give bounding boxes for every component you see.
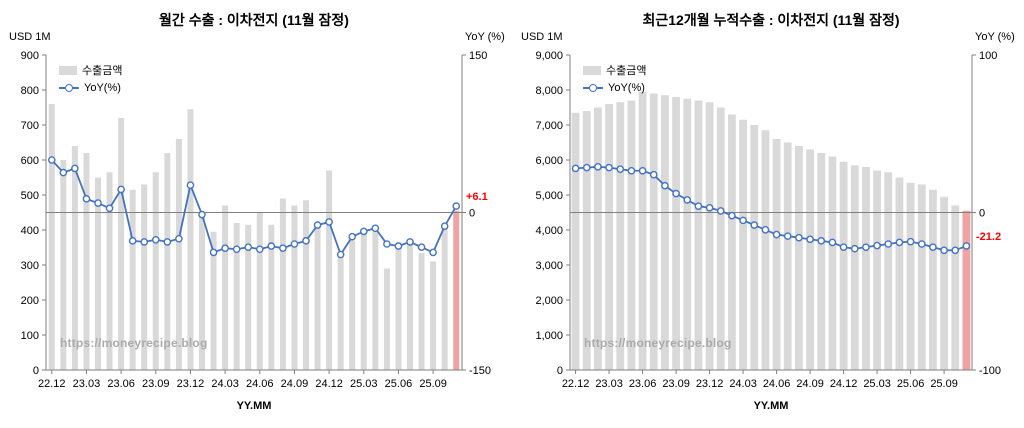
svg-text:22.12: 22.12 [38, 378, 66, 390]
left-axis-unit: USD 1M [521, 31, 563, 43]
svg-text:24.03: 24.03 [729, 378, 757, 390]
svg-text:23.12: 23.12 [696, 378, 724, 390]
bar-legend-swatch [59, 65, 77, 75]
yoy-annotation: -21.2 [976, 230, 1002, 243]
svg-text:8,000: 8,000 [535, 85, 563, 97]
svg-text:100: 100 [979, 50, 997, 62]
line-legend-swatch [59, 84, 79, 93]
chart-title: 최근12개월 누적수출 : 이차전지 (11월 잠정) [642, 12, 900, 28]
bar-legend-label: 수출금액 [82, 65, 123, 77]
svg-text:24.09: 24.09 [796, 378, 824, 390]
svg-text:0: 0 [33, 365, 39, 377]
svg-text:0: 0 [469, 208, 475, 220]
monthly-export-chart-panel: 0 100 200 300 400 500 600 700 800 900 150 0 -150 22.1… [9, 12, 505, 412]
svg-text:25.09: 25.09 [930, 378, 958, 390]
svg-text:24.09: 24.09 [281, 378, 309, 390]
svg-text:900: 900 [21, 50, 39, 62]
svg-text:25.06: 25.06 [385, 378, 413, 390]
svg-text:1,000: 1,000 [535, 330, 563, 342]
svg-text:-100: -100 [979, 365, 1001, 377]
chart-title: 월간 수출 : 이차전지 (11월 잠정) [159, 12, 349, 28]
cumulative-export-chart: 0 1,000 2,000 3,000 4,000 5,000 6,000 7,000 8,00… [535, 50, 1001, 390]
svg-text:100: 100 [21, 330, 39, 342]
chart-legend: 수출금액 YoY(%) [59, 62, 122, 94]
svg-text:400: 400 [21, 225, 39, 237]
svg-text:25.09: 25.09 [419, 378, 447, 390]
svg-text:23.06: 23.06 [629, 378, 657, 390]
line-legend-swatch [583, 84, 603, 93]
line-legend-label: YoY(%) [84, 82, 121, 94]
left-axis-unit: USD 1M [9, 31, 51, 43]
legend-item-yoy: YoY(%) [59, 82, 122, 94]
svg-text:23.12: 23.12 [177, 378, 205, 390]
svg-text:24.06: 24.06 [763, 378, 791, 390]
svg-text:23.06: 23.06 [107, 378, 135, 390]
svg-text:700: 700 [21, 120, 39, 132]
svg-text:24.06: 24.06 [246, 378, 274, 390]
svg-text:9,000: 9,000 [535, 50, 563, 62]
chart-legend: 수출금액 YoY(%) [583, 62, 646, 94]
yoy-annotation: +6.1 [466, 191, 488, 204]
x-axis-label: YY.MM [236, 400, 272, 412]
line-legend-label: YoY(%) [608, 82, 645, 94]
svg-text:5,000: 5,000 [535, 190, 563, 202]
svg-text:0: 0 [557, 365, 563, 377]
svg-text:150: 150 [469, 50, 487, 62]
svg-text:24.03: 24.03 [211, 378, 239, 390]
svg-text:500: 500 [21, 190, 39, 202]
svg-text:25.03: 25.03 [350, 378, 378, 390]
svg-text:4,000: 4,000 [535, 225, 563, 237]
legend-item-yoy: YoY(%) [583, 82, 646, 94]
svg-text:23.03: 23.03 [595, 378, 623, 390]
svg-text:24.12: 24.12 [830, 378, 858, 390]
cumulative-export-chart-panel: 0 1,000 2,000 3,000 4,000 5,000 6,000 7,000 8,00… [512, 0, 1024, 428]
watermark: https://moneyrecipe.blog [584, 336, 732, 350]
bar-legend-label: 수출금액 [606, 65, 647, 77]
svg-text:200: 200 [21, 295, 39, 307]
svg-text:800: 800 [21, 85, 39, 97]
svg-text:0: 0 [979, 208, 985, 220]
svg-text:-150: -150 [469, 365, 491, 377]
svg-text:2,000: 2,000 [535, 295, 563, 307]
legend-item-export: 수출금액 [59, 62, 122, 78]
svg-text:3,000: 3,000 [535, 260, 563, 272]
svg-text:300: 300 [21, 260, 39, 272]
svg-text:23.03: 23.03 [73, 378, 101, 390]
svg-text:7,000: 7,000 [535, 120, 563, 132]
svg-text:25.03: 25.03 [863, 378, 891, 390]
svg-text:6,000: 6,000 [535, 155, 563, 167]
watermark: https://moneyrecipe.blog [60, 336, 208, 350]
bar-legend-swatch [583, 65, 601, 75]
svg-text:24.12: 24.12 [315, 378, 343, 390]
monthly-export-chart: 0 100 200 300 400 500 600 700 800 900 150 0 -150 22.1… [21, 50, 491, 390]
svg-text:22.12: 22.12 [562, 378, 590, 390]
legend-item-export: 수출금액 [583, 62, 646, 78]
svg-text:23.09: 23.09 [662, 378, 690, 390]
svg-text:23.09: 23.09 [142, 378, 170, 390]
svg-text:600: 600 [21, 155, 39, 167]
x-axis-label: YY.MM [753, 400, 789, 412]
right-axis-unit: YoY (%) [465, 31, 505, 43]
right-axis-unit: YoY (%) [975, 31, 1015, 43]
svg-text:25.06: 25.06 [897, 378, 925, 390]
